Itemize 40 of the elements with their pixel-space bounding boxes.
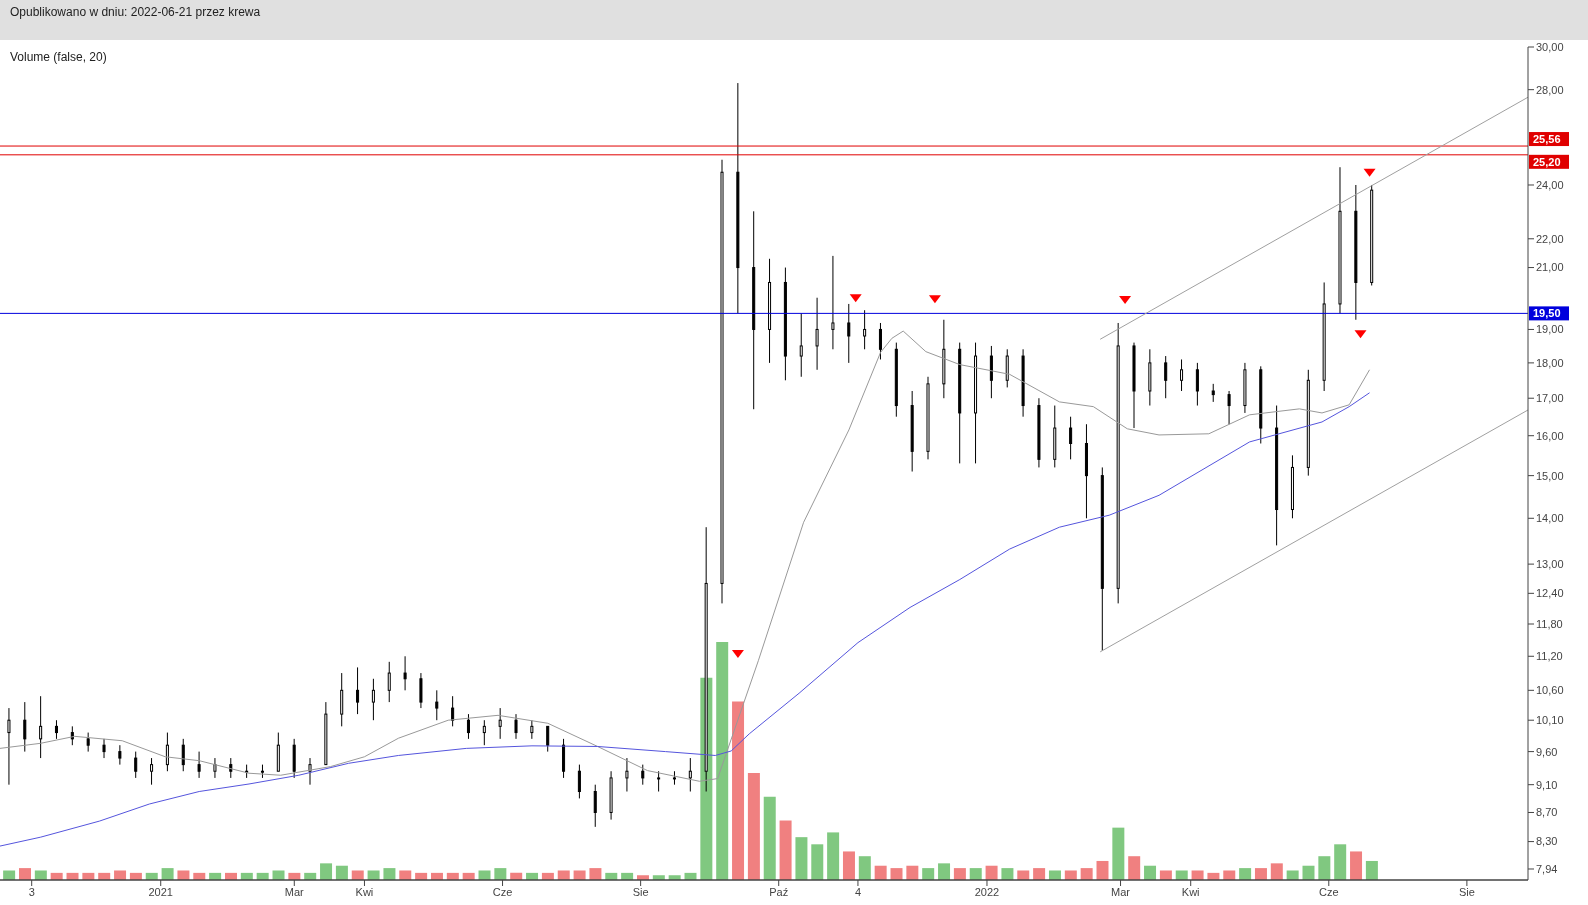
x-tick-label: Kwi <box>355 885 374 898</box>
y-tick-label: 18,00 <box>1536 356 1564 369</box>
y-tick-label: 22,00 <box>1536 232 1564 245</box>
y-tick-label: 7,94 <box>1536 862 1558 875</box>
y-tick-label: 16,00 <box>1536 429 1564 442</box>
y-tick-label: 17,00 <box>1536 392 1564 405</box>
ref-line-label: 25,20 <box>1533 155 1561 168</box>
y-tick-label: 13,00 <box>1536 558 1564 571</box>
x-tick-label: Sie <box>632 885 649 898</box>
y-tick-label: 11,80 <box>1536 617 1563 630</box>
ref-line-label: 19,50 <box>1533 307 1561 320</box>
x-tick-label: 2021 <box>148 885 173 898</box>
y-tick-label: 15,00 <box>1536 469 1564 482</box>
y-tick-label: 30,00 <box>1536 40 1564 53</box>
y-tick-label: 9,10 <box>1536 778 1558 791</box>
y-tick-label: 10,60 <box>1536 684 1564 697</box>
x-tick-label: Sie <box>1458 885 1475 898</box>
y-tick-label: 28,00 <box>1536 83 1564 96</box>
ref-line-label: 25,56 <box>1533 133 1561 146</box>
y-tick-label: 19,00 <box>1536 323 1564 336</box>
x-tick-label: 3 <box>28 885 35 898</box>
x-tick-label: 2022 <box>974 885 1000 898</box>
x-tick-label: Mar <box>1111 885 1131 898</box>
y-tick-label: 21,00 <box>1536 261 1564 274</box>
y-tick-label: 10,10 <box>1536 714 1564 727</box>
x-tick-label: Kwi <box>1181 885 1200 898</box>
x-tick-label: Paź <box>769 885 789 898</box>
chart-title: Opublikowano w dniu: 2022-06-21 przez krewa <box>10 5 262 19</box>
annotation: Volume (false, 20) <box>10 50 107 64</box>
x-tick-label: 4 <box>854 885 862 898</box>
y-tick-label: 9,60 <box>1536 745 1558 758</box>
y-tick-label: 11,20 <box>1536 650 1563 663</box>
y-tick-label: 14,00 <box>1536 512 1564 525</box>
y-tick-label: 8,70 <box>1536 806 1558 819</box>
y-tick-label: 24,00 <box>1536 178 1564 191</box>
x-tick-label: Cze <box>1319 885 1339 898</box>
x-tick-label: Cze <box>492 885 513 898</box>
y-tick-label: 8,30 <box>1536 835 1558 848</box>
x-tick-label: Mar <box>284 885 305 898</box>
y-tick-label: 12,40 <box>1536 587 1564 600</box>
